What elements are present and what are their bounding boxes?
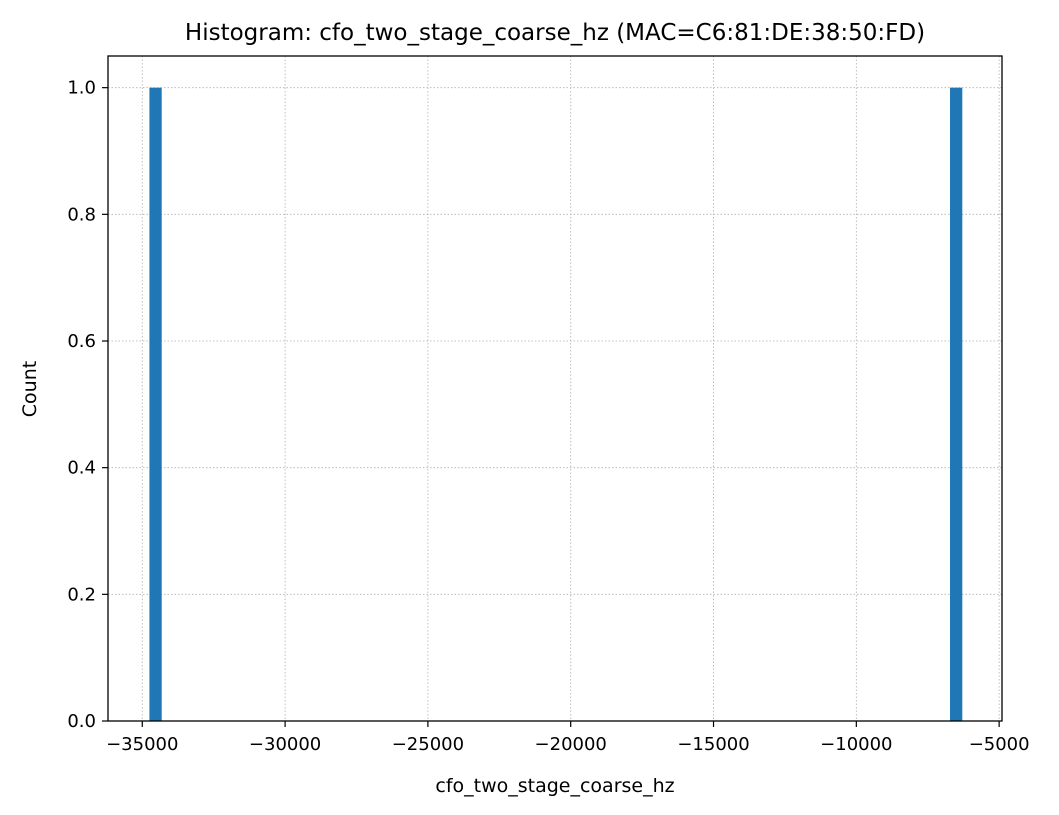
histogram-bar <box>149 87 162 721</box>
x-tick-label: −10000 <box>820 734 892 755</box>
x-tick-label: −35000 <box>106 734 178 755</box>
x-tick-label: −15000 <box>677 734 749 755</box>
y-tick-label: 1.0 <box>67 78 96 99</box>
x-tick-label: −25000 <box>392 734 464 755</box>
chart-title: Histogram: cfo_two_stage_coarse_hz (MAC=… <box>185 20 925 46</box>
x-tick-label: −20000 <box>535 734 607 755</box>
y-tick-label: 0.4 <box>67 458 96 479</box>
plot-frame <box>107 55 1003 722</box>
y-axis-ticks: 0.0 0.2 0.4 0.6 0.8 1.0 <box>67 78 108 732</box>
y-tick-label: 0.6 <box>67 331 96 352</box>
y-tick-label: 0.0 <box>67 711 96 732</box>
y-axis-label: Count <box>19 361 41 417</box>
x-axis-label: cfo_two_stage_coarse_hz <box>435 775 674 797</box>
histogram-bar <box>950 87 963 721</box>
histogram-bars <box>149 87 963 721</box>
y-tick-label: 0.2 <box>67 584 96 605</box>
x-tick-label: −5000 <box>969 734 1030 755</box>
y-tick-label: 0.8 <box>67 204 96 225</box>
x-axis-ticks: −35000 −30000 −25000 −20000 −15000 −10000 −500… <box>106 721 1030 755</box>
grid-lines <box>108 56 1002 721</box>
x-tick-label: −30000 <box>249 734 321 755</box>
